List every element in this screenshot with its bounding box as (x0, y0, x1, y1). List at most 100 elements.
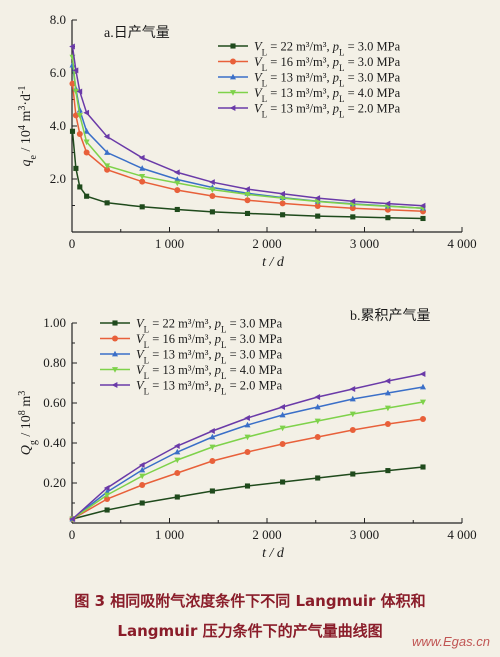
data-point (138, 154, 145, 161)
x-axis-title: t / d (262, 546, 285, 561)
figure-caption-line-2: Langmuir 压力条件下的产气量曲线图 (117, 622, 383, 640)
data-point (174, 206, 180, 213)
series-line (72, 466, 424, 520)
data-point (209, 209, 215, 215)
data-point (83, 149, 90, 156)
data-point (103, 133, 110, 140)
data-point (139, 482, 146, 488)
data-point (349, 411, 356, 418)
data-point (69, 80, 76, 87)
data-point (104, 163, 111, 170)
data-point (104, 507, 110, 513)
data-point (279, 190, 285, 197)
data-point (244, 449, 251, 455)
legend-label: VL = 16 m³/m³, pL = 3.0 MPa (254, 55, 401, 73)
data-point (83, 128, 90, 134)
data-point (104, 200, 110, 206)
data-point (174, 494, 180, 500)
data-point (139, 165, 146, 171)
x-tick-label: 4 000 (447, 527, 476, 542)
data-point (174, 180, 181, 187)
data-point (244, 210, 251, 216)
data-point (139, 178, 146, 185)
y-tick-label: 1.00 (43, 315, 66, 330)
legend-marker (112, 367, 118, 373)
data-point (209, 488, 215, 494)
data-point (384, 200, 391, 207)
data-point (104, 149, 111, 155)
x-tick-label: 1 000 (155, 527, 184, 542)
legend-label: VL = 13 m³/m³, pL = 4.0 MPa (136, 363, 283, 381)
series-line (71, 46, 424, 207)
data-point (244, 191, 251, 198)
data-point (76, 106, 83, 113)
data-point (244, 421, 251, 428)
data-point (139, 466, 146, 473)
x-tick-label: 4 000 (447, 236, 476, 251)
legend-label: VL = 22 m³/m³, pL = 3.0 MPa (136, 317, 283, 335)
legend-marker (112, 350, 118, 357)
y-tick-label: 4.0 (50, 118, 66, 133)
data-point (139, 500, 145, 506)
data-point (279, 425, 286, 432)
data-point (350, 471, 356, 477)
data-point (104, 166, 111, 173)
data-point (314, 394, 321, 400)
data-point (244, 434, 251, 441)
data-point (384, 405, 391, 412)
legend-label: VL = 13 m³/m³, pL = 2.0 MPa (254, 102, 401, 120)
legend-label: VL = 13 m³/m³, pL = 3.0 MPa (136, 348, 283, 366)
data-point (385, 215, 391, 221)
data-point (420, 383, 426, 390)
series-5 (69, 43, 426, 209)
data-point (72, 67, 79, 74)
series-line (71, 83, 424, 213)
series-line (71, 57, 424, 209)
y-axis-title-group: Qg / 108 m3 (17, 391, 39, 456)
legend-label: VL = 13 m³/m³, pL = 4.0 MPa (254, 86, 401, 104)
data-point (314, 403, 321, 410)
data-point (104, 492, 111, 499)
legend-marker (111, 382, 118, 388)
data-point (83, 109, 90, 116)
x-tick-label: 0 (69, 236, 76, 251)
data-point (72, 89, 79, 95)
data-point (384, 421, 391, 427)
data-point (69, 43, 75, 50)
data-point (209, 179, 215, 186)
data-point (209, 433, 216, 440)
y-tick-label: 0.60 (43, 395, 66, 410)
data-point (174, 470, 181, 476)
data-point (244, 415, 250, 421)
data-point (314, 434, 321, 440)
data-point (174, 443, 180, 449)
data-point (69, 516, 75, 522)
data-point (174, 187, 181, 194)
legend-marker (229, 105, 236, 111)
data-point (76, 113, 83, 119)
data-point (420, 464, 426, 470)
legend-marker (230, 58, 236, 65)
data-point (84, 193, 90, 199)
watermark: www.Egas.cn (411, 634, 490, 649)
x-tick-label: 2 000 (252, 527, 281, 542)
data-point (244, 186, 250, 193)
legend-marker (112, 320, 118, 326)
data-point (420, 416, 426, 422)
data-point (174, 457, 181, 464)
data-point (419, 202, 426, 209)
data-point (420, 399, 426, 406)
legend-marker (230, 90, 236, 96)
legend-marker (230, 43, 236, 49)
data-point (314, 203, 321, 210)
data-point (349, 198, 356, 205)
data-point (244, 197, 251, 204)
data-point (174, 169, 180, 176)
data-point (174, 448, 181, 455)
data-point (350, 214, 356, 220)
data-point (209, 192, 216, 199)
data-point (139, 173, 146, 180)
data-point (174, 176, 181, 182)
